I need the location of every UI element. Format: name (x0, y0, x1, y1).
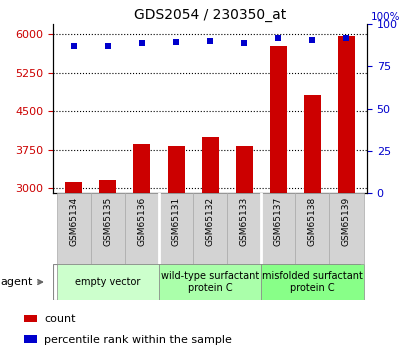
Bar (261, 193, 294, 264)
Bar (56, 264, 159, 300)
Text: GSM65135: GSM65135 (103, 197, 112, 246)
Title: GDS2054 / 230350_at: GDS2054 / 230350_at (134, 8, 285, 22)
Bar (125, 193, 159, 264)
Bar (99, 180, 116, 342)
Bar (133, 144, 150, 342)
Bar (294, 193, 329, 264)
Text: GSM65139: GSM65139 (341, 197, 350, 246)
Text: agent: agent (0, 277, 42, 287)
Bar (24, 335, 37, 343)
Bar (193, 193, 227, 264)
Text: GSM65131: GSM65131 (171, 197, 180, 246)
Bar (159, 193, 193, 264)
Bar (65, 182, 82, 342)
Bar (24, 315, 37, 322)
Bar (159, 264, 261, 300)
Bar (337, 36, 354, 342)
Bar (269, 46, 286, 342)
Bar (329, 193, 363, 264)
Text: GSM65133: GSM65133 (239, 197, 248, 246)
Bar (90, 193, 125, 264)
Bar (303, 95, 320, 342)
Text: GSM65134: GSM65134 (69, 197, 78, 246)
Bar (235, 146, 252, 342)
Text: GSM65138: GSM65138 (307, 197, 316, 246)
Text: 100%: 100% (370, 12, 400, 22)
Bar (201, 137, 218, 342)
Bar (227, 193, 261, 264)
Bar (261, 264, 363, 300)
Text: percentile rank within the sample: percentile rank within the sample (45, 335, 232, 345)
Bar (56, 193, 90, 264)
Text: count: count (45, 314, 76, 324)
Bar (167, 146, 184, 342)
Text: GSM65137: GSM65137 (273, 197, 282, 246)
Text: misfolded surfactant
protein C: misfolded surfactant protein C (261, 271, 362, 293)
Text: wild-type surfactant
protein C: wild-type surfactant protein C (161, 271, 258, 293)
Text: empty vector: empty vector (75, 277, 140, 287)
Text: GSM65136: GSM65136 (137, 197, 146, 246)
Text: GSM65132: GSM65132 (205, 197, 214, 246)
